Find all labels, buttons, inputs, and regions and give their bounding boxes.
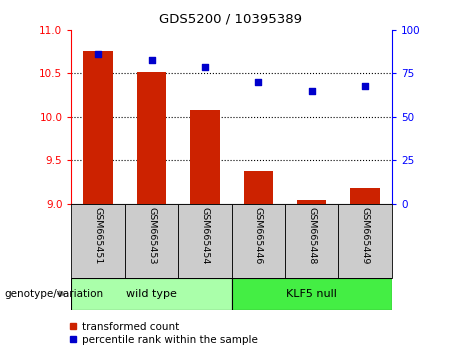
Bar <box>285 204 338 278</box>
Text: GSM665453: GSM665453 <box>147 207 156 265</box>
Bar <box>71 204 125 278</box>
Bar <box>231 278 392 310</box>
Point <box>95 52 102 57</box>
Bar <box>71 278 231 310</box>
Bar <box>297 200 326 204</box>
Point <box>148 57 155 62</box>
Text: GSM665446: GSM665446 <box>254 207 263 265</box>
Bar <box>83 51 113 204</box>
Bar <box>190 110 219 204</box>
Text: GSM665451: GSM665451 <box>94 207 103 265</box>
Text: KLF5 null: KLF5 null <box>286 289 337 299</box>
Text: genotype/variation: genotype/variation <box>5 289 104 299</box>
Bar <box>125 204 178 278</box>
Legend: transformed count, percentile rank within the sample: transformed count, percentile rank withi… <box>65 317 262 349</box>
Bar <box>244 171 273 204</box>
Bar <box>178 204 231 278</box>
Text: GDS5200 / 10395389: GDS5200 / 10395389 <box>159 12 302 25</box>
Text: GSM665454: GSM665454 <box>201 207 209 265</box>
Bar <box>338 204 392 278</box>
Bar <box>137 72 166 204</box>
Bar <box>350 188 380 204</box>
Point <box>254 79 262 85</box>
Point <box>361 83 369 88</box>
Text: GSM665449: GSM665449 <box>361 207 370 265</box>
Point <box>308 88 315 93</box>
Point <box>201 64 209 69</box>
Text: wild type: wild type <box>126 289 177 299</box>
Bar <box>231 204 285 278</box>
Text: GSM665448: GSM665448 <box>307 207 316 265</box>
